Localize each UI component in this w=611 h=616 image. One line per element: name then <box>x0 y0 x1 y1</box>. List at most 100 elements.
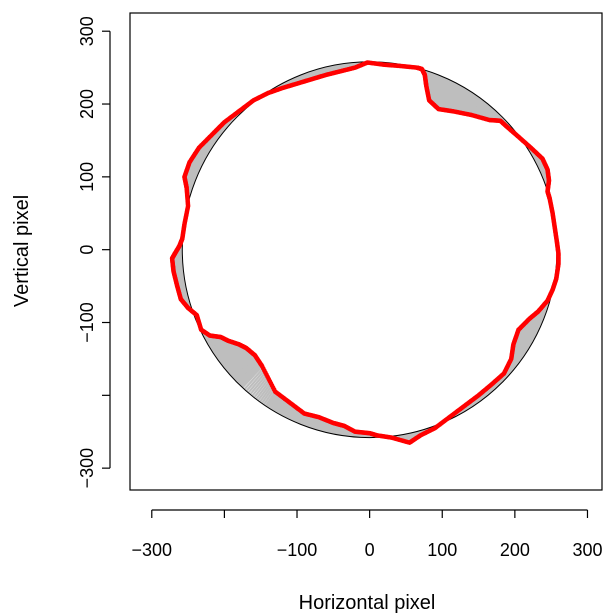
projection-line <box>264 391 277 407</box>
projection-line <box>267 392 279 409</box>
projection-line <box>467 97 482 115</box>
projection-line <box>515 334 532 346</box>
projection-line <box>468 98 483 116</box>
projection-line <box>523 323 539 333</box>
projection-line <box>517 330 535 341</box>
plot-frame <box>129 12 603 491</box>
projection-line <box>266 391 278 408</box>
projection-line <box>251 376 269 397</box>
projection-line <box>446 85 462 111</box>
projection-line <box>239 363 262 387</box>
projection-line <box>470 99 484 116</box>
projection-line <box>521 325 538 335</box>
projection-line <box>516 333 533 345</box>
x-tick-label: −100 <box>277 540 318 560</box>
y-tick-label: 200 <box>77 89 97 119</box>
projection-line <box>512 343 527 354</box>
projection-line <box>514 338 530 350</box>
y-tick-label: 300 <box>77 16 97 46</box>
projection-line <box>277 399 288 415</box>
projection-line <box>274 397 285 413</box>
data-point <box>364 60 369 66</box>
projection-line <box>458 91 474 114</box>
projection-line <box>437 80 454 110</box>
x-tick-label: 300 <box>572 540 602 560</box>
projection-line <box>517 328 536 340</box>
projection-line <box>519 326 537 338</box>
x-tick-label: 0 <box>365 540 375 560</box>
x-tick-label: −300 <box>132 540 173 560</box>
projection-line <box>255 380 271 400</box>
projection-line <box>514 339 530 351</box>
projection-line <box>524 322 540 332</box>
projection-line <box>449 87 466 112</box>
projection-line <box>478 104 490 118</box>
projection-line <box>283 403 292 418</box>
projection-line <box>237 360 260 384</box>
projection-line <box>440 81 456 110</box>
projection-line <box>456 91 472 113</box>
projection-line <box>448 86 465 112</box>
projection-line <box>243 367 265 391</box>
projection-line <box>287 405 296 420</box>
projection-line <box>522 324 539 334</box>
projection-line <box>259 384 273 403</box>
projection-line <box>450 87 467 112</box>
data-points <box>169 60 561 445</box>
projection-line <box>455 90 471 113</box>
projection-line <box>235 359 259 383</box>
projection-line <box>260 386 274 405</box>
projection-line <box>444 84 461 111</box>
projection-line <box>516 332 534 344</box>
projection-line <box>461 93 476 114</box>
y-tick-label: −300 <box>77 448 97 489</box>
projection-line <box>270 394 282 411</box>
axis-ticks: −300 −100 0 100 200 300 −300 −100 0 100 200 300 <box>77 16 603 560</box>
projection-line <box>518 327 536 339</box>
projection-line <box>236 359 260 384</box>
projection-line <box>462 94 478 115</box>
projection-line <box>441 82 458 111</box>
projection-line <box>513 342 528 353</box>
projection-line <box>281 402 291 417</box>
projection-line <box>271 395 283 412</box>
projection-line <box>238 362 262 386</box>
projection-line <box>513 340 529 352</box>
projection-line <box>464 95 479 115</box>
projection-line <box>526 320 541 329</box>
projection-line <box>515 336 532 347</box>
x-axis-title: Horizontal pixel <box>299 592 436 614</box>
projection-line <box>262 388 276 406</box>
projection-line <box>276 398 286 414</box>
projection-line <box>231 355 257 379</box>
projection-line <box>249 373 268 396</box>
projection-line <box>473 101 487 117</box>
projection-line <box>286 404 295 419</box>
projection-line <box>443 83 460 111</box>
projection-line <box>268 393 280 410</box>
x-tick-label: 100 <box>427 540 457 560</box>
projection-line <box>447 85 464 112</box>
projection-line <box>459 92 475 114</box>
projection-line <box>280 401 290 416</box>
projection-line <box>284 403 294 419</box>
y-tick-label: 100 <box>77 162 97 192</box>
x-tick-label: 200 <box>500 540 530 560</box>
projection-line <box>442 83 459 111</box>
projection-line <box>465 96 480 115</box>
projection-line <box>520 326 538 336</box>
projection-line <box>471 100 485 117</box>
projection-line <box>453 89 470 113</box>
projection-line <box>479 105 491 119</box>
projection-line <box>514 337 531 348</box>
y-axis-title: Vertical pixel <box>11 195 33 307</box>
y-tick-label: 0 <box>77 245 97 255</box>
projection-line <box>257 382 272 402</box>
projection-line <box>232 356 257 380</box>
projection-line <box>237 361 261 385</box>
projection-line <box>474 102 488 117</box>
projection-line <box>452 88 468 112</box>
projection-line <box>288 406 297 421</box>
